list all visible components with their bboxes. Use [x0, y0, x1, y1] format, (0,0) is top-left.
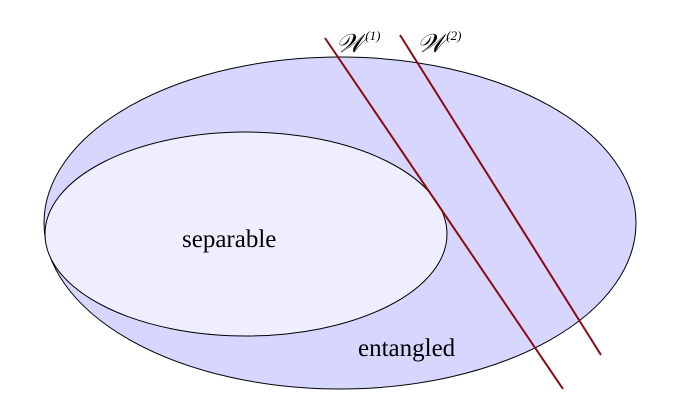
entangled-label: entangled	[358, 335, 456, 362]
witness-1-superscript: (1)	[365, 28, 380, 43]
witness-1-line	[324, 37, 564, 390]
witness-2-label: 𝒲 (2)	[417, 28, 461, 58]
witness-2-superscript: (2)	[446, 28, 461, 43]
separable-set-ellipse	[44, 131, 448, 337]
witness-1-symbol: 𝒲	[336, 29, 369, 58]
witness-1-label: 𝒲 (1)	[336, 28, 380, 58]
separable-label: separable	[182, 226, 276, 253]
witness-2-line	[399, 34, 602, 356]
witness-2-symbol: 𝒲	[417, 29, 450, 58]
